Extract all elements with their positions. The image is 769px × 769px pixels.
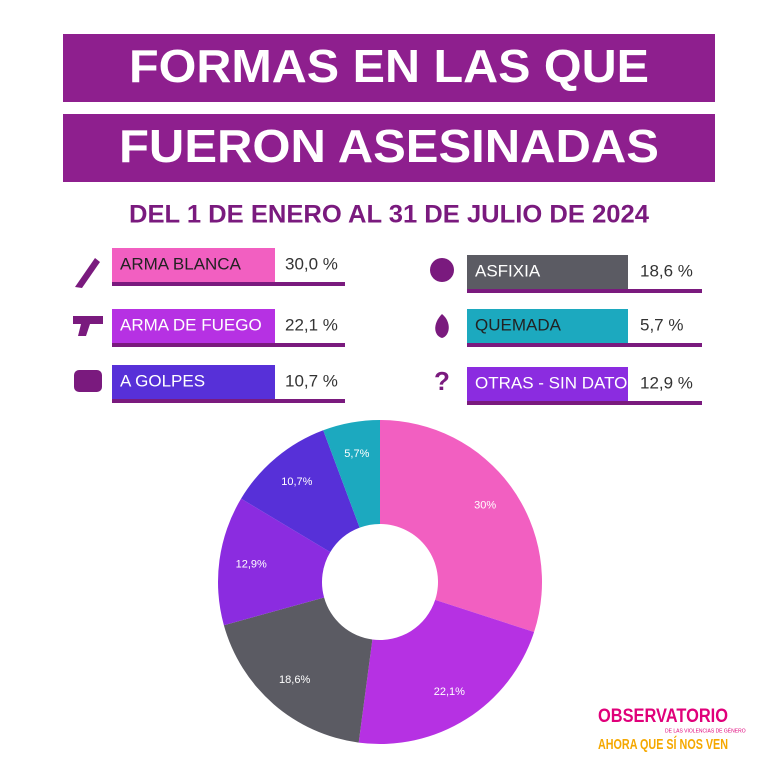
title-bar <box>63 34 715 102</box>
donut-slice <box>380 420 542 633</box>
legend-swatch <box>467 309 628 343</box>
legend-label: ARMA DE FUEGO <box>120 315 262 334</box>
face-icon <box>430 258 454 282</box>
donut-slice <box>323 420 380 528</box>
legend-value: 30,0 % <box>285 254 338 273</box>
title-line: FUERON ASESINADAS <box>119 120 659 172</box>
slice-label: 12,9% <box>236 558 267 570</box>
slice-label: 5,7% <box>344 448 369 460</box>
legend-underline <box>467 289 702 293</box>
legend-swatch <box>467 367 628 401</box>
legend-label: OTRAS - SIN DATOS <box>475 373 639 392</box>
legend-value: 18,6 % <box>640 261 693 280</box>
legend-value: 5,7 % <box>640 315 683 334</box>
logo-tagline: DE LAS VIOLENCIAS DE GÉNERO <box>665 727 746 734</box>
fist-icon <box>74 370 102 392</box>
legend-swatch <box>467 255 628 289</box>
legend-swatch <box>112 365 275 399</box>
legend-label: ASFIXIA <box>475 261 541 280</box>
legend-label: QUEMADA <box>475 315 562 334</box>
title-line: FORMAS EN LAS QUE <box>129 40 649 92</box>
legend-label: ARMA BLANCA <box>120 254 242 273</box>
donut-slice <box>223 597 373 743</box>
donut-slice <box>218 498 331 626</box>
legend-underline <box>467 401 702 405</box>
slice-label: 22,1% <box>434 686 465 698</box>
legend-underline <box>112 399 345 403</box>
fire-icon <box>435 314 449 338</box>
donut-slice <box>358 599 535 745</box>
icons: ? <box>73 258 454 396</box>
gun-icon <box>73 316 103 336</box>
legend-swatch <box>112 248 275 282</box>
logo-name: OBSERVATORIO <box>598 706 728 727</box>
question-icon: ? <box>434 366 450 396</box>
slice-label: 18,6% <box>279 674 310 686</box>
logo-slogan: AHORA QUE SÍ NOS VEN <box>598 736 728 753</box>
knife-icon <box>75 258 100 288</box>
legend-value: 22,1 % <box>285 315 338 334</box>
donut-slice <box>241 430 360 553</box>
legend-underline <box>112 343 345 347</box>
title-bar <box>63 114 715 182</box>
legend-label: A GOLPES <box>120 371 205 390</box>
legend-underline <box>112 282 345 286</box>
legend-underline <box>467 343 702 347</box>
logo: OBSERVATORIO DE LAS VIOLENCIAS DE GÉNERO… <box>598 706 746 753</box>
legend-value: 12,9 % <box>640 373 693 392</box>
slice-label: 10,7% <box>281 476 312 488</box>
slice-label: 30% <box>474 499 496 511</box>
legend-value: 10,7 % <box>285 371 338 390</box>
legend-swatch <box>112 309 275 343</box>
subtitle: DEL 1 DE ENERO AL 31 DE JULIO DE 2024 <box>129 201 649 229</box>
